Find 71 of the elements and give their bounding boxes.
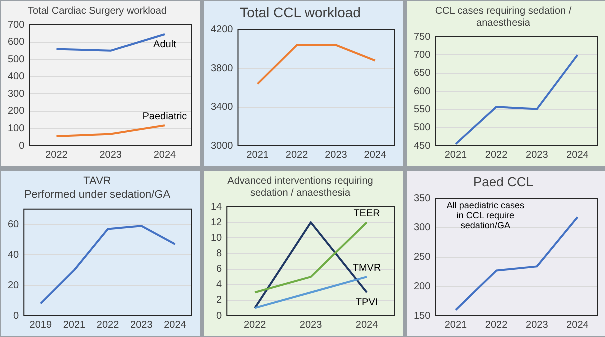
- y-tick-label: 650: [414, 68, 432, 80]
- y-tick-label: 200: [8, 106, 26, 118]
- x-tick-label: 2022: [485, 319, 508, 330]
- x-tick-label: 2021: [444, 319, 468, 330]
- y-tick-label: 200: [414, 280, 432, 292]
- y-tick-label: 3000: [210, 140, 234, 152]
- x-tick-label: 2024: [154, 150, 177, 161]
- x-tick-label: 2022: [485, 150, 508, 161]
- y-tick-label: 600: [8, 37, 26, 48]
- x-tick-label: 2024: [164, 319, 187, 330]
- y-tick-label: 20: [8, 280, 20, 291]
- chart-title: CCL cases requiring sedation / anaesthesia: [435, 6, 572, 29]
- x-tick-label: 2021: [246, 150, 270, 161]
- y-tick-label: 700: [414, 50, 432, 61]
- x-tick-label: 2021: [63, 319, 86, 330]
- series-label: Paediatric: [142, 111, 188, 122]
- chart-title: Total Cardiac Surgery workload: [28, 6, 167, 17]
- y-tick-label: 14: [211, 201, 223, 212]
- x-tick-label: 2024: [566, 319, 590, 330]
- chart-title: Paed CCL: [474, 174, 534, 189]
- y-tick-label: 3400: [210, 102, 234, 114]
- chart-title: Total CCL workload: [240, 4, 361, 20]
- series-label: Adult: [154, 39, 177, 50]
- x-tick-label: 2023: [300, 319, 323, 330]
- series-label: TPVI: [356, 296, 378, 308]
- y-tick-label: 100: [8, 123, 26, 134]
- annotation: All paediatric cases in CCL require sedation/GA: [446, 200, 525, 230]
- y-tick-label: 600: [414, 86, 432, 98]
- chart-title: Advanced interventions requiring sedation / anaesthesia: [228, 175, 374, 198]
- x-tick-label: 2024: [356, 319, 379, 330]
- y-tick-label: 500: [8, 54, 26, 66]
- chart-title: TAVR Performed under sedation/GA: [24, 175, 172, 200]
- x-tick-label: 2024: [566, 150, 590, 161]
- y-tick-label: 250: [414, 252, 432, 263]
- y-tick-label: 700: [8, 20, 26, 31]
- x-tick-label: 2023: [526, 150, 549, 161]
- x-tick-label: 2023: [325, 150, 348, 161]
- y-tick-label: 500: [414, 122, 432, 134]
- y-tick-label: 450: [414, 140, 432, 152]
- y-tick-label: 400: [8, 72, 26, 83]
- x-tick-label: 2022: [46, 150, 68, 161]
- y-tick-label: 3800: [210, 63, 234, 74]
- y-tick-label: 150: [414, 310, 432, 322]
- y-tick-label: 0: [216, 310, 223, 322]
- y-tick-label: 4200: [210, 24, 234, 36]
- series-label: TMVR: [352, 262, 382, 274]
- x-tick-label: 2019: [30, 319, 52, 330]
- x-tick-label: 2021: [444, 150, 468, 161]
- x-tick-label: 2022: [96, 319, 120, 330]
- y-tick-label: 4: [216, 279, 223, 290]
- y-tick-label: 550: [414, 104, 432, 116]
- y-tick-label: 0: [19, 140, 26, 152]
- y-tick-label: 750: [414, 32, 432, 43]
- x-tick-label: 2023: [130, 319, 154, 330]
- y-tick-label: 2: [216, 294, 223, 306]
- x-tick-label: 2023: [100, 150, 122, 161]
- x-tick-label: 2023: [526, 319, 549, 330]
- y-tick-label: 12: [211, 216, 223, 228]
- y-tick-label: 6: [216, 264, 223, 275]
- y-tick-label: 60: [8, 218, 20, 230]
- x-tick-label: 2022: [244, 319, 267, 330]
- y-tick-label: 40: [8, 249, 20, 260]
- y-tick-label: 300: [414, 222, 432, 234]
- y-tick-label: 10: [211, 232, 223, 244]
- x-tick-label: 2022: [286, 150, 309, 161]
- y-tick-label: 350: [414, 192, 432, 204]
- y-tick-label: 0: [14, 310, 20, 322]
- y-tick-label: 8: [216, 248, 223, 259]
- series-label: TEER: [354, 208, 380, 219]
- y-tick-label: 300: [8, 88, 26, 100]
- x-tick-label: 2024: [364, 150, 387, 161]
